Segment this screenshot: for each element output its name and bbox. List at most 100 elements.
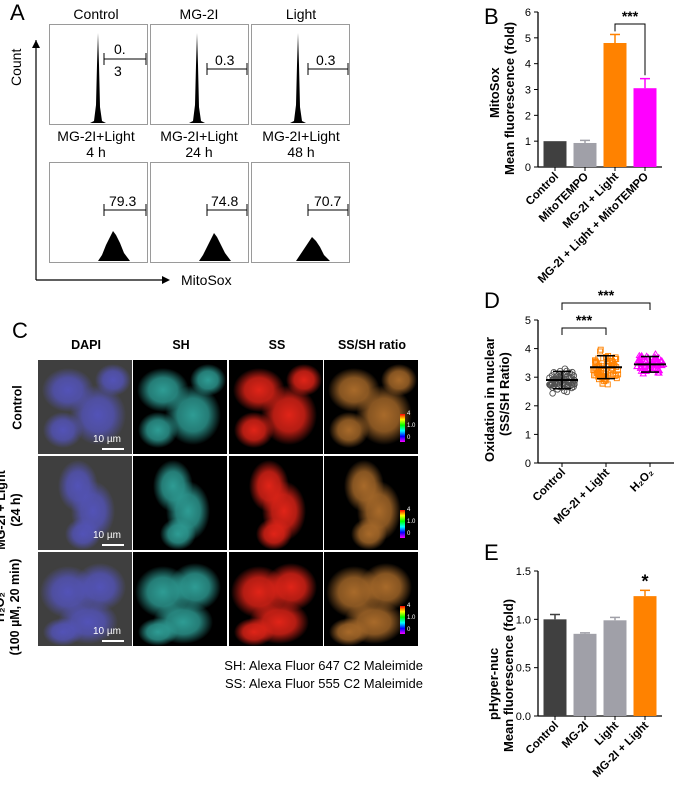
scale-bar-label: 10 µm [93, 434, 121, 445]
scale-bar-label: 10 µm [93, 530, 121, 541]
chart-d-point [636, 364, 645, 371]
colorbar-tick-label: 0 [407, 435, 411, 441]
histogram-title-24h-line2: 24 h [185, 144, 213, 160]
chart-d-point [547, 382, 554, 389]
panel-a-x-label: MitoSox [181, 272, 232, 288]
chart-b-bar [603, 43, 627, 167]
histogram-title-light: Light [285, 6, 317, 22]
histogram-24h-peak [199, 204, 248, 261]
column-header-ratio: SS/SH ratio [337, 338, 407, 352]
histogram-24h: 74.8 [150, 162, 249, 263]
panel-a-label: A [10, 0, 25, 25]
chart-e-xtick-label: MG-2I + Light [591, 720, 651, 780]
chart-d-point [635, 351, 644, 359]
chart-d-point [613, 372, 620, 379]
chart-d-ytick-label: 3 [525, 372, 531, 384]
chart-b-bar [543, 141, 567, 167]
chart-b-xtick-label: MG-2I + Light + MitoTEMPO [536, 171, 651, 286]
panel-e-label: E [484, 540, 499, 565]
scale-bar [102, 640, 124, 642]
micrograph-dapi-row-3 [38, 552, 132, 646]
histogram-48h-peak [296, 204, 349, 261]
histogram-4h-gate-value: 79.3 [109, 193, 137, 209]
panel-a-axes [32, 40, 170, 284]
colorbar-tick-label: 0 [407, 531, 411, 537]
histogram-48h-gate-value: 70.7 [314, 193, 342, 209]
histogram-title-24h: MG-2I+Light 24 h [149, 128, 249, 160]
histogram-title-48h: MG-2I+Light 48 h [251, 128, 351, 160]
scale-bar [102, 448, 124, 450]
chart-b-significance-bracket [614, 23, 646, 76]
row-label-control: Control [10, 385, 25, 430]
chart-d-ytick-label: 0 [525, 458, 531, 470]
scale-bar [102, 544, 124, 546]
micrograph-ss-row-1 [229, 360, 323, 454]
micrograph-sh-row-3 [133, 552, 227, 646]
micrograph-ss-row-2 [229, 456, 323, 550]
histogram-4h: 79.3 [49, 162, 148, 263]
colorbar-tick-label: 1.0 [407, 615, 416, 621]
chart-b-ytick-label: 2 [525, 110, 531, 122]
row-label-h2o2-line2: (100 µM, 20 min) [8, 558, 22, 656]
chart-e-ytick-label: 1.0 [516, 614, 531, 626]
chart-d-significance-bracket [561, 302, 651, 310]
chart-b-significance-label: *** [622, 8, 639, 24]
chart-e-xtick-label: Light [593, 720, 621, 748]
chart-d-point [554, 372, 562, 379]
histogram-title-4h: MG-2I+Light 4 h [46, 128, 146, 160]
chart-d-point [549, 390, 556, 397]
histogram-title-48h-line1: MG-2I+Light [262, 128, 340, 144]
histogram-light: 0.3 [251, 24, 350, 125]
column-header-dapi: DAPI [71, 338, 101, 352]
chart-b-ytick-label: 0 [525, 162, 531, 174]
histogram-48h: 70.7 [251, 162, 350, 263]
chart-d-xtick-label: H₂O₂ [628, 467, 656, 495]
chart-e-bar [633, 596, 657, 716]
colorbar [400, 606, 405, 634]
histogram-mg2i-peak [189, 33, 248, 123]
chart-e-ytick-label: 0.0 [516, 711, 531, 723]
colorbar [400, 510, 405, 538]
histogram-control: 0. 3 [49, 24, 148, 125]
histogram-light-peak [290, 33, 349, 123]
histogram-title-24h-line1: MG-2I+Light [160, 128, 238, 144]
column-header-ss: SS [268, 338, 286, 352]
panel-d-ylabel-1: Oxidation in nuclear [482, 337, 497, 462]
colorbar-tick-label: 1.0 [407, 519, 416, 525]
histogram-4h-peak [98, 204, 147, 261]
panel-e-ylabel-1: pHyper-nuc [486, 647, 501, 720]
panel-c-label: C [12, 318, 28, 343]
histogram-title-4h-line1: MG-2I+Light [57, 128, 135, 144]
histogram-control-peak [90, 33, 147, 123]
chart-d-point [635, 355, 644, 362]
chart-e-ytick-label: 1.5 [516, 566, 531, 578]
row-label-h2o2: H₂O₂ (100 µM, 20 min) [0, 547, 23, 667]
chart-d-significance-bracket [561, 327, 607, 335]
chart-d-ytick-label: 2 [525, 401, 531, 413]
histogram-mg2i: 0.3 [150, 24, 249, 125]
histogram-control-gate-value-2: 3 [114, 63, 122, 79]
chart-d-point [593, 359, 600, 366]
histogram-control-gate-value-1: 0. [114, 41, 126, 57]
chart-d-point [570, 383, 577, 391]
chart-d-point [642, 352, 651, 359]
panel-d-label: D [484, 288, 500, 313]
chart-e-ytick-label: 0.5 [516, 663, 531, 675]
micrograph-dapi-row-1 [38, 360, 132, 454]
colorbar-tick-label: 4 [407, 603, 411, 609]
colorbar-tick-label: 1.0 [407, 423, 416, 429]
chart-b-ytick-label: 5 [525, 33, 531, 45]
micrograph-dapi-row-2 [38, 456, 132, 550]
chart-b-ytick-label: 3 [525, 85, 531, 97]
chart-d-xtick-label: Control [531, 467, 568, 504]
colorbar-tick-label: 4 [407, 507, 411, 513]
colorbar [400, 414, 405, 442]
chart-d-point [597, 346, 604, 353]
micrograph-sh-row-2 [133, 456, 227, 550]
chart-b-ytick-label: 1 [525, 136, 531, 148]
histogram-title-mg2i: MG-2I [179, 6, 219, 22]
chart-e-bar [573, 633, 597, 716]
chart-d-point [604, 381, 611, 388]
